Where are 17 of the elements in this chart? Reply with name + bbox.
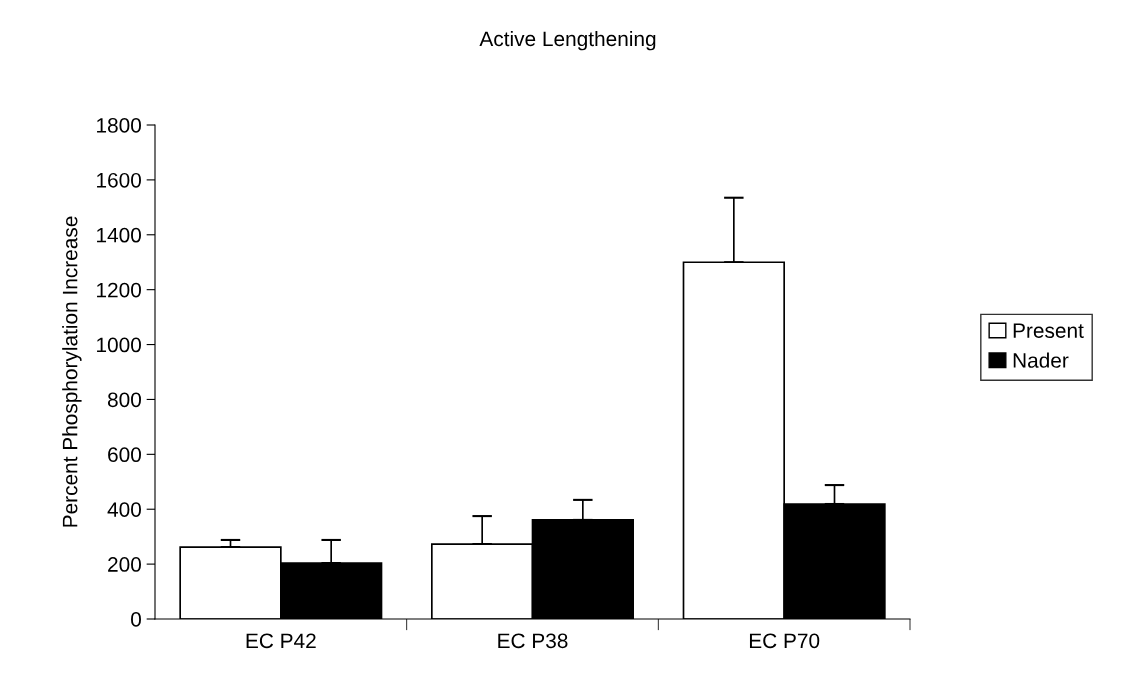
y-tick-label: 0 xyxy=(131,612,141,627)
chart-title: Active Lengthening xyxy=(479,30,656,51)
legend-label: Nader xyxy=(1013,352,1069,368)
y-tick-label: 1600 xyxy=(97,172,141,188)
y-tick-label: 1400 xyxy=(97,227,141,243)
y-tick-label: 200 xyxy=(108,557,141,572)
legend-label: Present xyxy=(1013,323,1084,338)
y-tick-label: 1800 xyxy=(97,118,141,133)
y-tick-label: 1000 xyxy=(97,337,141,353)
x-tick-label: EC P38 xyxy=(498,633,568,649)
y-tick-label: 600 xyxy=(108,447,141,463)
x-tick-label: EC P42 xyxy=(246,633,316,649)
y-tick-label: 1200 xyxy=(97,282,141,298)
y-tick-label: 800 xyxy=(107,392,141,408)
x-tick-label: EC P70 xyxy=(749,633,820,649)
y-tick-label: 400 xyxy=(107,502,141,517)
y-axis-title: Percent Phosphorylation Increase xyxy=(62,216,82,527)
